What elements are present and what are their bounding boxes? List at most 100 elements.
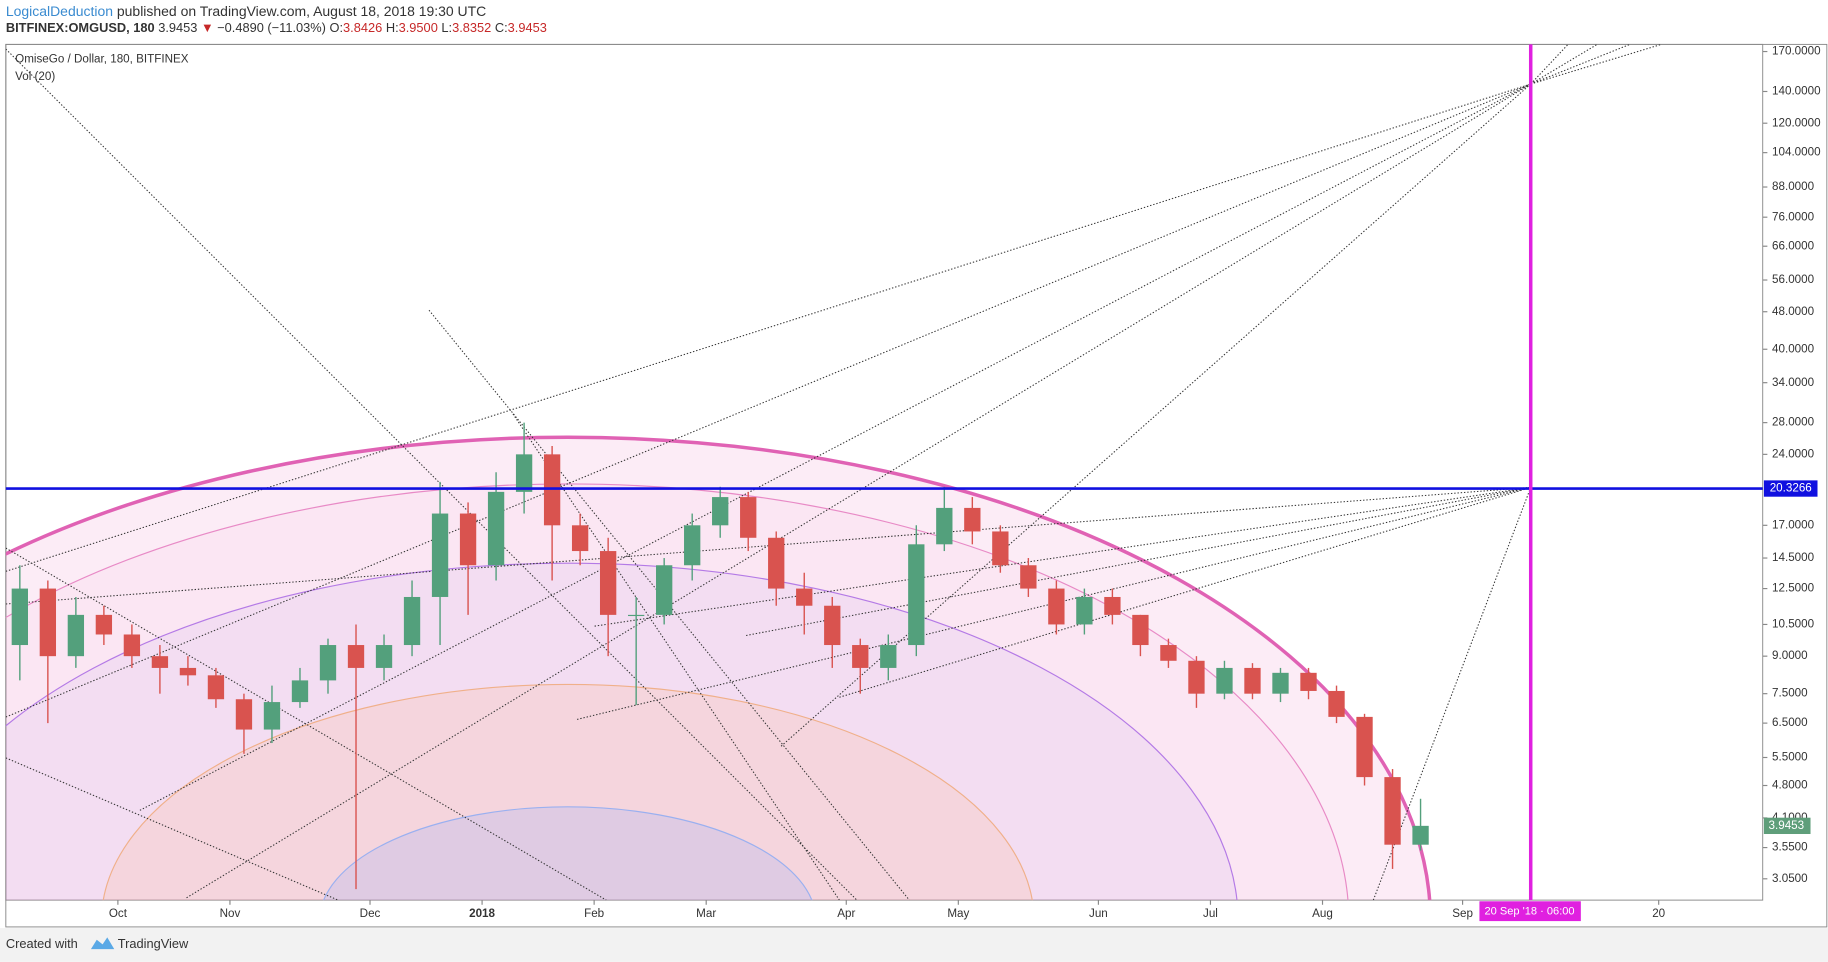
y-tick-label: 76.0000 [1772,210,1815,223]
candle-body [936,507,953,545]
candle-body [11,588,28,646]
chart-subtitle: Vol (20) [15,70,55,83]
footer-created: Created with [6,936,78,951]
chart-title: OmiseGo / Dollar, 180, BITFINEX [15,53,189,66]
candle-body [459,513,477,566]
x-tick-label: Aug [1312,907,1333,920]
y-tick-label: 17.0000 [1772,518,1815,531]
candle-body [1244,667,1261,694]
x-tick-label: Nov [220,907,241,920]
y-tick-label: 10.5000 [1772,618,1815,631]
x-tick-label: Jun [1089,907,1108,920]
level-label: 20.3266 [1770,482,1812,495]
candle-body [67,614,85,657]
level-label-bg [1763,480,1818,497]
y-tick-label: 3.0500 [1772,872,1808,885]
y-tick-label: 120.0000 [1772,116,1821,129]
y-tick-label: 104.0000 [1772,146,1821,159]
candle-body [1412,825,1429,845]
candle-body [1188,660,1205,694]
x-tick-label: Dec [360,907,381,920]
candle-body [1356,716,1373,778]
candle-body [431,513,449,597]
y-tick-label: 4.8000 [1772,779,1808,792]
y-tick-label: 5.5000 [1772,751,1808,764]
candle-body [291,680,309,703]
y-tick-label: 66.0000 [1772,239,1815,252]
y-tick-label: 7.5000 [1772,687,1808,700]
candle-body [1384,777,1401,845]
candle-body [627,614,645,617]
chart-frame [5,43,1828,928]
candle-body [712,497,729,526]
candle-body [319,645,337,681]
candle-body [908,544,925,646]
candle-body [515,454,533,492]
last-price-label: 3.9453 [1769,819,1805,832]
change: −0.4890 (−11.03%) [217,21,326,36]
candle-body [1048,588,1065,625]
y-tick-label: 40.0000 [1772,342,1815,355]
candle-body [1216,667,1233,694]
y-tick-label: 3.5500 [1772,841,1808,854]
candle-body [1132,614,1149,646]
candle-body [768,537,785,589]
candle-body [543,454,561,526]
candle-body [1328,690,1345,717]
drawings [5,44,1662,901]
candle-body [740,497,757,538]
c: 3.9453 [508,21,547,36]
x-tick-label: Feb [584,907,604,920]
candle-body [347,645,365,668]
header-line: LogicalDeduction published on TradingVie… [6,2,486,18]
candle-body [880,645,897,668]
candle-body [599,551,617,615]
trend-lines [5,44,1662,901]
candle-body [796,588,813,606]
candle-body [123,634,141,657]
y-tick-label: 6.5000 [1772,716,1808,729]
symbol-line: BITFINEX:OMGUSD, 180 3.9453 ▼ −0.4890 (−… [6,21,547,36]
footer-brand[interactable]: TradingView [118,936,189,951]
candle-body [39,588,57,657]
l-label: L: [441,21,452,36]
candle-body [964,507,981,532]
y-tick-label: 12.5000 [1772,582,1815,595]
candle-body [1160,645,1177,661]
h: 3.9500 [399,21,438,36]
y-tick-label: 24.0000 [1772,447,1815,460]
x-tick-label: May [947,907,969,920]
h-label: H: [386,21,399,36]
y-tick-label: 48.0000 [1772,305,1815,318]
tv-logo [90,937,115,950]
x-tick-label: Mar [696,907,716,920]
candle-body [151,656,169,668]
time-marker-label: 20 Sep '18 · 06:00 [1485,906,1575,918]
candle-body [207,675,225,700]
candle-body [487,491,505,566]
o: 3.8426 [343,21,382,36]
arrow: ▼ [201,21,214,36]
candle-body [375,645,393,668]
candle-body [824,605,841,646]
candle-body [852,645,869,668]
candle-body [1020,565,1037,589]
candle-body [1300,672,1317,691]
candle-body [179,667,197,676]
y-tick-label: 140.0000 [1772,85,1821,98]
published: published on TradingView.com, August 18,… [117,2,486,18]
y-tick-label: 28.0000 [1772,416,1815,429]
c-label: C: [495,21,508,36]
symbol: BITFINEX:OMGUSD, 180 [6,21,155,36]
time-marker-label-bg [1479,901,1581,922]
candles [11,422,1429,890]
candle-body [1104,596,1121,615]
candle-body [656,565,673,615]
x-tick-label: Sep [1452,907,1473,920]
x-tick-label: Apr [837,907,855,920]
y-tick-label: 9.0000 [1772,649,1808,662]
x-tick-label: 20 [1652,907,1665,920]
y-tick-label: 88.0000 [1772,180,1815,193]
author[interactable]: LogicalDeduction [6,2,113,18]
